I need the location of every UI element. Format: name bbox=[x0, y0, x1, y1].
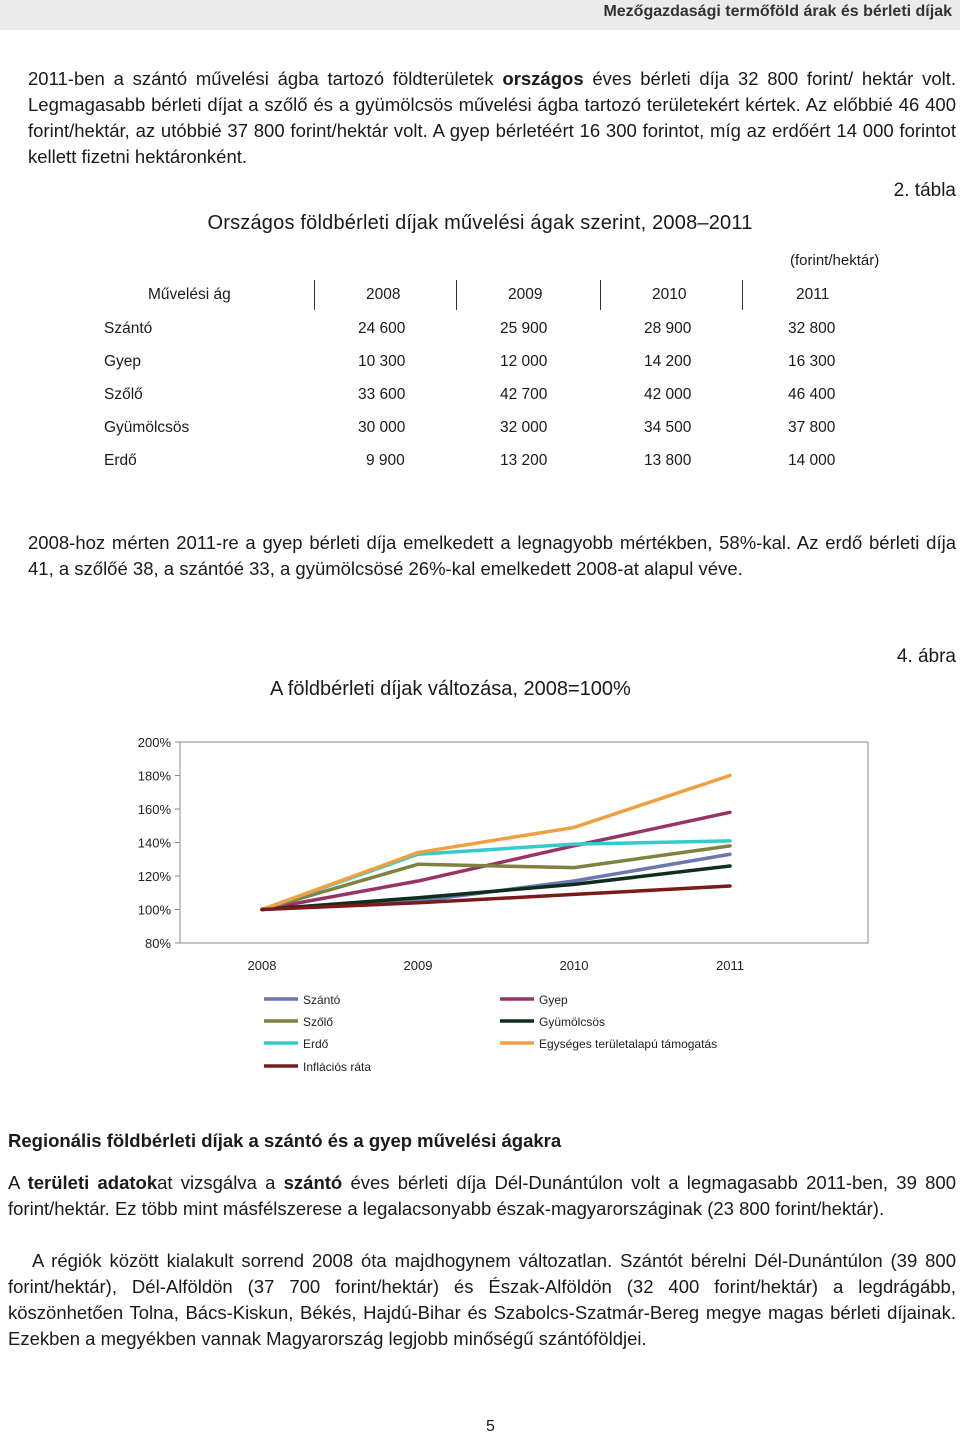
table-cell: 34 500 bbox=[644, 419, 692, 436]
x-tick-label: 2010 bbox=[560, 958, 589, 973]
table-cell: 14 200 bbox=[644, 353, 692, 370]
y-tick-label: 80% bbox=[145, 936, 171, 951]
table-cell: 13 800 bbox=[644, 452, 692, 469]
table-cell: Erdő bbox=[104, 452, 137, 469]
intro-paragraph: 2011-ben a szántó művelési ágba tartozó … bbox=[28, 66, 956, 170]
table-row: Szőlő 33 600 42 700 42 000 46 400 bbox=[104, 386, 844, 412]
series-line bbox=[260, 844, 732, 912]
table-cell: 46 400 bbox=[788, 386, 836, 403]
table-cell: 24 600 bbox=[358, 320, 406, 337]
body-text: éves bérleti díja Dél-Dunántúlon volt a … bbox=[8, 1172, 956, 1219]
series-line bbox=[260, 884, 732, 912]
table-cell: 32 000 bbox=[500, 419, 548, 436]
table-cell: 42 000 bbox=[644, 386, 692, 403]
y-tick-label: 120% bbox=[138, 869, 172, 884]
x-tick-label: 2011 bbox=[716, 958, 744, 973]
table-row: Gyümölcsös 30 000 32 000 34 500 37 800 bbox=[104, 419, 844, 445]
table-header-divider bbox=[456, 280, 457, 310]
table-cell: 9 900 bbox=[366, 452, 405, 469]
page-header: Mezőgazdasági termőföld árak és bérleti … bbox=[0, 0, 960, 30]
table-cell: Szőlő bbox=[104, 386, 143, 403]
plot-area bbox=[179, 741, 869, 944]
table-header-cell: 2010 bbox=[652, 286, 687, 303]
series-line bbox=[260, 864, 732, 912]
table-header-cell: 2009 bbox=[508, 286, 543, 303]
table-cell: 37 800 bbox=[788, 419, 836, 436]
table-cell: 30 000 bbox=[358, 419, 406, 436]
analysis-paragraph: 2008-hoz mérten 2011-re a gyep bérleti d… bbox=[28, 532, 956, 579]
body-text: at vizsgálva a bbox=[157, 1172, 284, 1193]
body-text: A bbox=[8, 1172, 28, 1193]
x-tick-label: 2008 bbox=[248, 958, 277, 973]
table-title: Országos földbérleti díjak művelési ágak… bbox=[207, 212, 753, 234]
legend-label: Gyep bbox=[539, 993, 568, 1007]
table-cell: 28 900 bbox=[644, 320, 692, 337]
table-header-cell: Művelési ág bbox=[148, 286, 231, 303]
x-tick-label: 2009 bbox=[404, 958, 433, 973]
legend-label: Szőlő bbox=[303, 1015, 333, 1029]
body-bold: szántó bbox=[283, 1172, 343, 1193]
table-cell: 33 600 bbox=[358, 386, 406, 403]
table-row: Szántó 24 600 25 900 28 900 32 800 bbox=[104, 320, 844, 346]
legend-label: Erdő bbox=[303, 1037, 329, 1051]
figure-label: 4. ábra bbox=[896, 646, 956, 667]
intro-text-1: 2011-ben a szántó művelési ágba tartozó … bbox=[28, 68, 503, 89]
y-tick-label: 140% bbox=[138, 836, 172, 851]
body-paragraph-1: A területi adatokat vizsgálva a szántó é… bbox=[8, 1170, 956, 1222]
y-tick-label: 160% bbox=[138, 802, 172, 817]
table-unit: (forint/hektár) bbox=[790, 252, 880, 269]
series-line bbox=[260, 810, 732, 912]
table-cell: Gyep bbox=[104, 353, 142, 370]
table-header-cell: 2011 bbox=[796, 286, 830, 303]
table-cell: Szántó bbox=[104, 320, 153, 337]
intro-bold-1: országos bbox=[502, 68, 584, 89]
table-cell: 42 700 bbox=[500, 386, 548, 403]
table-cell: 10 300 bbox=[358, 353, 406, 370]
chart-title: A földbérleti díjak változása, 2008=100% bbox=[270, 678, 631, 700]
table-row: Gyep 10 300 12 000 14 200 16 300 bbox=[104, 353, 844, 379]
series-line bbox=[260, 773, 732, 912]
table-cell: 13 200 bbox=[500, 452, 548, 469]
table-header-divider bbox=[314, 280, 315, 310]
table-label: 2. tábla bbox=[893, 180, 956, 201]
legend-label: Inflációs ráta bbox=[303, 1060, 371, 1074]
y-tick-label: 180% bbox=[138, 769, 172, 784]
intro-text-2: éves bérleti díja 32 800 forint/ hektár … bbox=[28, 68, 956, 167]
legend-label: Szántó bbox=[303, 993, 341, 1007]
table-cell: Gyümölcsös bbox=[104, 419, 190, 436]
table-cell: 25 900 bbox=[500, 320, 548, 337]
legend-label: Gyümölcsös bbox=[539, 1015, 605, 1029]
line-chart: 200% 180% 160% 140% 120% 100% 80% 2008 2009 2010 2… bbox=[138, 735, 869, 1074]
table-cell: 16 300 bbox=[788, 353, 836, 370]
table-cell: 32 800 bbox=[788, 320, 836, 337]
body-paragraph-2: A régiók között kialakult sorrend 2008 ó… bbox=[8, 1250, 956, 1349]
section-heading: Regionális földbérleti díjak a szántó és… bbox=[8, 1130, 562, 1151]
body-bold: területi adatok bbox=[27, 1172, 158, 1193]
table-cell: 14 000 bbox=[788, 452, 836, 469]
table-row: Erdő 9 900 13 200 13 800 14 000 bbox=[104, 452, 844, 478]
page-number: 5 bbox=[486, 1418, 495, 1435]
table-cell: 12 000 bbox=[500, 353, 548, 370]
table-header-cell: 2008 bbox=[366, 286, 401, 303]
table-header-divider bbox=[742, 280, 743, 310]
header-title: Mezőgazdasági termőföld árak és bérleti … bbox=[603, 3, 952, 20]
y-tick-label: 200% bbox=[138, 735, 172, 750]
table-header-divider bbox=[600, 280, 601, 310]
legend-label: Egységes területalapú támogatás bbox=[539, 1037, 717, 1051]
y-tick-label: 100% bbox=[138, 903, 172, 918]
